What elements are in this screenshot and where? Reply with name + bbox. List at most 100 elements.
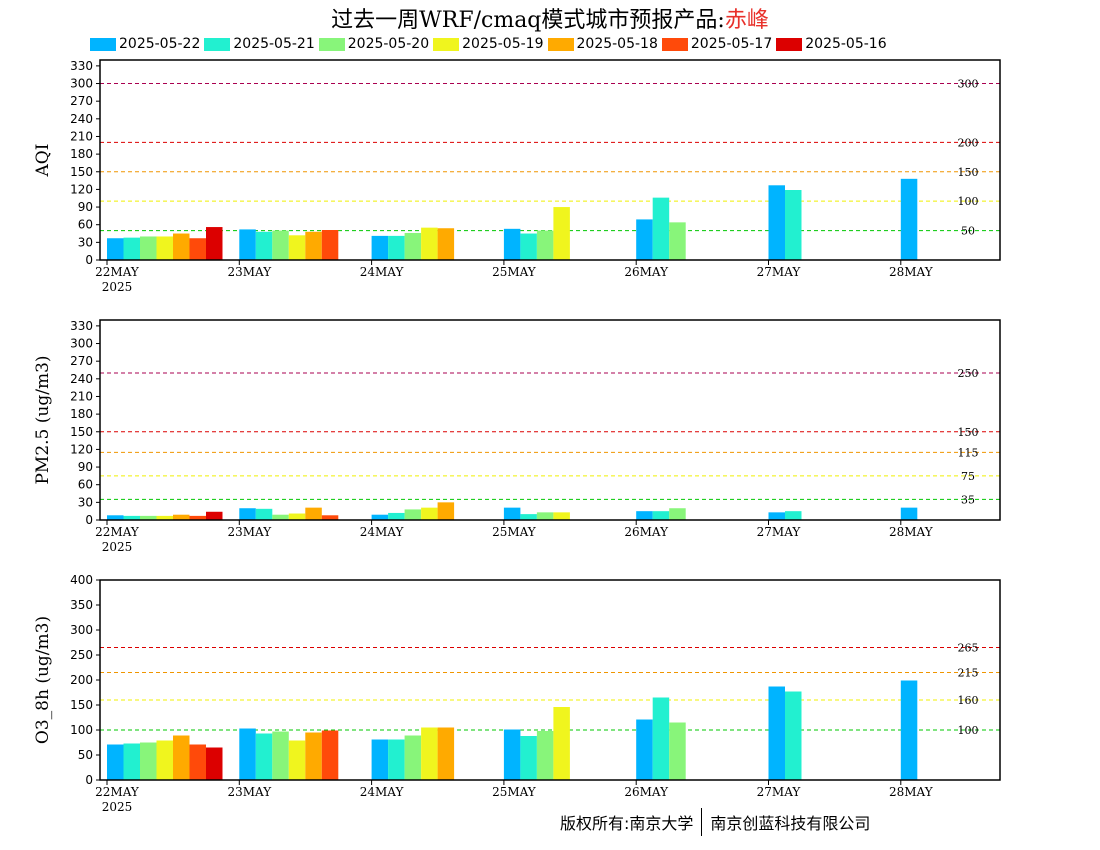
legend-item: 2025-05-22 [90, 35, 200, 53]
copyright-right: 南京创蓝科技有限公司 [710, 814, 871, 833]
bar [239, 728, 256, 780]
y-tick-label: 0 [85, 253, 93, 267]
bar [900, 178, 918, 260]
y-tick-label: 100 [70, 723, 93, 737]
y-tick-label: 150 [70, 425, 93, 439]
bar [520, 514, 537, 520]
bar [536, 731, 554, 780]
bar [636, 511, 653, 520]
y-tick-label: 150 [70, 698, 93, 712]
legend: 2025-05-22 2025-05-21 2025-05-20 2025-05-19… [90, 35, 891, 53]
legend-swatch [547, 37, 574, 51]
threshold-label: 265 [958, 642, 979, 655]
bar [669, 508, 686, 520]
bar [206, 747, 223, 780]
y-tick-label: 60 [78, 218, 93, 232]
bar [272, 731, 289, 780]
legend-item: 2025-05-18 [547, 35, 658, 53]
threshold-label: 75 [961, 470, 975, 483]
bar [140, 236, 157, 260]
copyright-separator [701, 808, 703, 836]
bar [107, 238, 124, 260]
y-tick-label: 60 [78, 478, 93, 492]
x-tick-label: 25MAY [492, 265, 537, 279]
bar [371, 514, 389, 520]
title-prefix: 过去一周WRF/cmaq模式城市预报产品: [331, 8, 725, 33]
bar [156, 236, 173, 260]
bar [520, 233, 537, 260]
y-axis-label: O3_8h (ug/m3) [33, 616, 53, 744]
bar [305, 732, 322, 780]
x-tick-label: 26MAY [624, 265, 669, 279]
bar [388, 512, 405, 520]
bar [288, 235, 306, 260]
bar [652, 697, 670, 780]
bar [288, 513, 306, 520]
bar [371, 739, 389, 780]
x-tick-label: 26MAY [624, 525, 669, 539]
bar [189, 744, 206, 780]
bar [785, 190, 802, 260]
x-tick-label: 28MAY [889, 785, 934, 799]
legend-label: 2025-05-18 [576, 36, 658, 52]
bar [900, 507, 918, 520]
y-tick-label: 330 [70, 59, 93, 73]
y-tick-label: 0 [85, 513, 93, 527]
y-tick-label: 50 [78, 748, 93, 762]
legend-label: 2025-05-19 [462, 36, 544, 52]
y-tick-label: 300 [70, 337, 93, 351]
bar [437, 502, 455, 520]
bar [520, 736, 537, 780]
y-axis-label: PM2.5 (ug/m3) [33, 355, 53, 484]
bar [437, 228, 455, 260]
bar [404, 509, 422, 520]
bar [437, 727, 455, 780]
bar [255, 508, 273, 520]
legend-label: 2025-05-21 [233, 36, 315, 52]
bar [173, 735, 190, 780]
legend-swatch [318, 37, 345, 51]
bar [553, 512, 570, 520]
bar [785, 511, 802, 520]
threshold-label: 115 [958, 446, 979, 459]
y-tick-label: 350 [70, 598, 93, 612]
y-tick-label: 30 [78, 495, 93, 509]
bar [173, 514, 190, 520]
year-label: 2025 [102, 280, 133, 294]
bar [900, 680, 918, 780]
bar [321, 515, 339, 520]
bar [768, 185, 785, 260]
bar [636, 719, 653, 780]
year-label: 2025 [102, 540, 133, 554]
bar [189, 515, 206, 520]
y-tick-label: 330 [70, 319, 93, 333]
y-tick-label: 250 [70, 648, 93, 662]
bar [503, 228, 521, 260]
bar [503, 729, 521, 780]
legend-swatch [433, 37, 460, 51]
y-tick-label: 120 [70, 442, 93, 456]
bar [239, 508, 256, 520]
bar [123, 237, 140, 260]
copyright: 版权所有:南京大学 南京创蓝科技有限公司 [560, 808, 870, 836]
x-tick-label: 24MAY [360, 785, 405, 799]
bar [652, 197, 670, 260]
y-axis-label: AQI [33, 144, 53, 178]
y-tick-label: 210 [70, 129, 93, 143]
bar [388, 739, 405, 780]
bar [768, 512, 785, 520]
bar [305, 231, 322, 260]
y-tick-label: 400 [70, 573, 93, 587]
y-tick-label: 90 [78, 460, 93, 474]
bar [785, 691, 802, 780]
bar [288, 740, 306, 780]
bar [421, 727, 438, 780]
legend-swatch [661, 37, 688, 51]
bar [404, 232, 422, 260]
threshold-label: 100 [958, 195, 979, 208]
threshold-label: 150 [958, 166, 979, 179]
plot-frame [99, 59, 1001, 261]
bar [156, 515, 173, 520]
bar [107, 515, 124, 520]
